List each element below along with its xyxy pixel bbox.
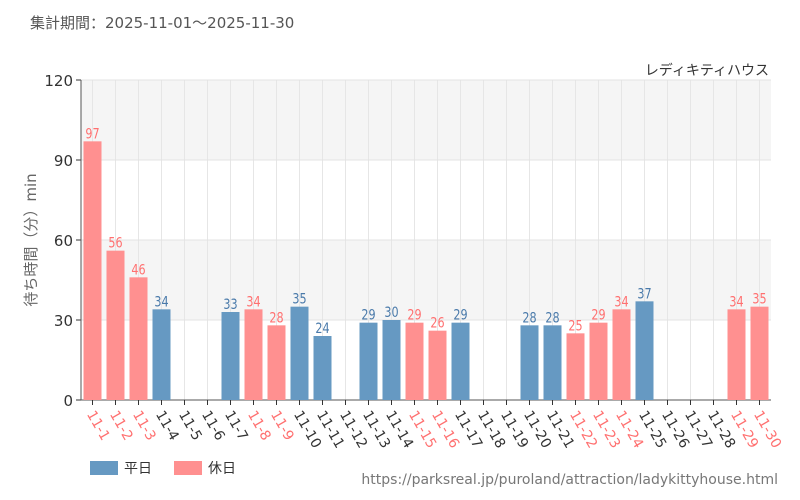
bar-value-label: 34 bbox=[154, 293, 168, 310]
bar-value-label: 37 bbox=[637, 285, 651, 302]
bar-value-label: 33 bbox=[223, 296, 237, 313]
bar-value-label: 46 bbox=[131, 261, 145, 278]
bar-chart: 0 30 60 90 120 待ち時間（分）min レディキティハウス 97 11-1 56 11-… bbox=[22, 62, 784, 451]
bar bbox=[267, 325, 286, 400]
x-tick-label: 11-5 bbox=[175, 408, 205, 444]
x-tick-label: 11-2 bbox=[106, 408, 136, 444]
bar-value-label: 97 bbox=[85, 125, 99, 142]
period-label: 集計期間：2025-11-01〜2025-11-30 bbox=[30, 14, 295, 32]
x-tick-label: 11-8 bbox=[244, 408, 274, 444]
grid-band bbox=[81, 240, 771, 320]
bar bbox=[359, 322, 378, 400]
bar bbox=[635, 301, 654, 400]
bar-value-label: 29 bbox=[407, 306, 421, 323]
bar-value-label: 29 bbox=[453, 306, 467, 323]
bar-value-label: 34 bbox=[246, 293, 260, 310]
bar bbox=[428, 330, 447, 400]
grid-band bbox=[81, 80, 771, 160]
bar-value-label: 34 bbox=[614, 293, 628, 310]
bar bbox=[727, 309, 746, 400]
legend-weekday-swatch bbox=[90, 461, 118, 475]
bar bbox=[152, 309, 171, 400]
bar-value-label: 29 bbox=[361, 306, 375, 323]
bar bbox=[244, 309, 263, 400]
y-tick-label: 90 bbox=[54, 152, 73, 170]
x-tick-label: 11-6 bbox=[198, 408, 228, 444]
y-tick-label: 120 bbox=[44, 72, 73, 90]
x-tick-label: 11-1 bbox=[83, 408, 113, 444]
legend-holiday-swatch bbox=[174, 461, 202, 475]
x-tick-label: 11-9 bbox=[267, 408, 297, 444]
bar-value-label: 29 bbox=[591, 306, 605, 323]
legend-weekday-label: 平日 bbox=[124, 461, 152, 477]
bar bbox=[83, 141, 102, 401]
legend-holiday-label: 休日 bbox=[208, 461, 236, 477]
y-tick-label: 60 bbox=[54, 232, 73, 250]
bar bbox=[520, 325, 539, 400]
bar-value-label: 30 bbox=[384, 304, 398, 321]
bar-value-label: 35 bbox=[292, 290, 306, 307]
bar bbox=[566, 333, 585, 400]
bar bbox=[589, 322, 608, 400]
bar-value-label: 26 bbox=[430, 314, 444, 331]
bar bbox=[290, 306, 309, 400]
bar bbox=[221, 312, 240, 400]
bar bbox=[313, 336, 332, 400]
bar-value-label: 28 bbox=[522, 309, 536, 326]
bar bbox=[543, 325, 562, 400]
bar-value-label: 25 bbox=[568, 317, 582, 334]
y-axis-label: 待ち時間（分）min bbox=[22, 173, 40, 306]
bar-value-label: 35 bbox=[752, 290, 766, 307]
bar bbox=[129, 277, 148, 400]
legend: 平日 休日 bbox=[90, 458, 236, 478]
chart-title: レディキティハウス bbox=[645, 62, 769, 79]
legend-holiday: 休日 bbox=[174, 458, 236, 478]
y-tick-label: 30 bbox=[54, 312, 73, 330]
bar-value-label: 34 bbox=[729, 293, 743, 310]
bar-value-label: 28 bbox=[545, 309, 559, 326]
x-tick-label: 11-4 bbox=[152, 408, 182, 444]
bar-value-label: 28 bbox=[269, 309, 283, 326]
bar bbox=[382, 320, 401, 400]
bar bbox=[612, 309, 631, 400]
x-tick-label: 11-3 bbox=[129, 408, 159, 444]
source-url[interactable]: https://parksreal.jp/puroland/attraction… bbox=[361, 472, 778, 488]
y-tick-label: 0 bbox=[63, 392, 73, 410]
x-tick-label: 11-7 bbox=[221, 408, 251, 444]
bar bbox=[451, 322, 470, 400]
legend-weekday: 平日 bbox=[90, 458, 152, 478]
bar-value-label: 24 bbox=[315, 320, 329, 337]
bar bbox=[750, 306, 769, 400]
bar-value-label: 56 bbox=[108, 234, 122, 251]
bar bbox=[106, 250, 125, 400]
bar bbox=[405, 322, 424, 400]
